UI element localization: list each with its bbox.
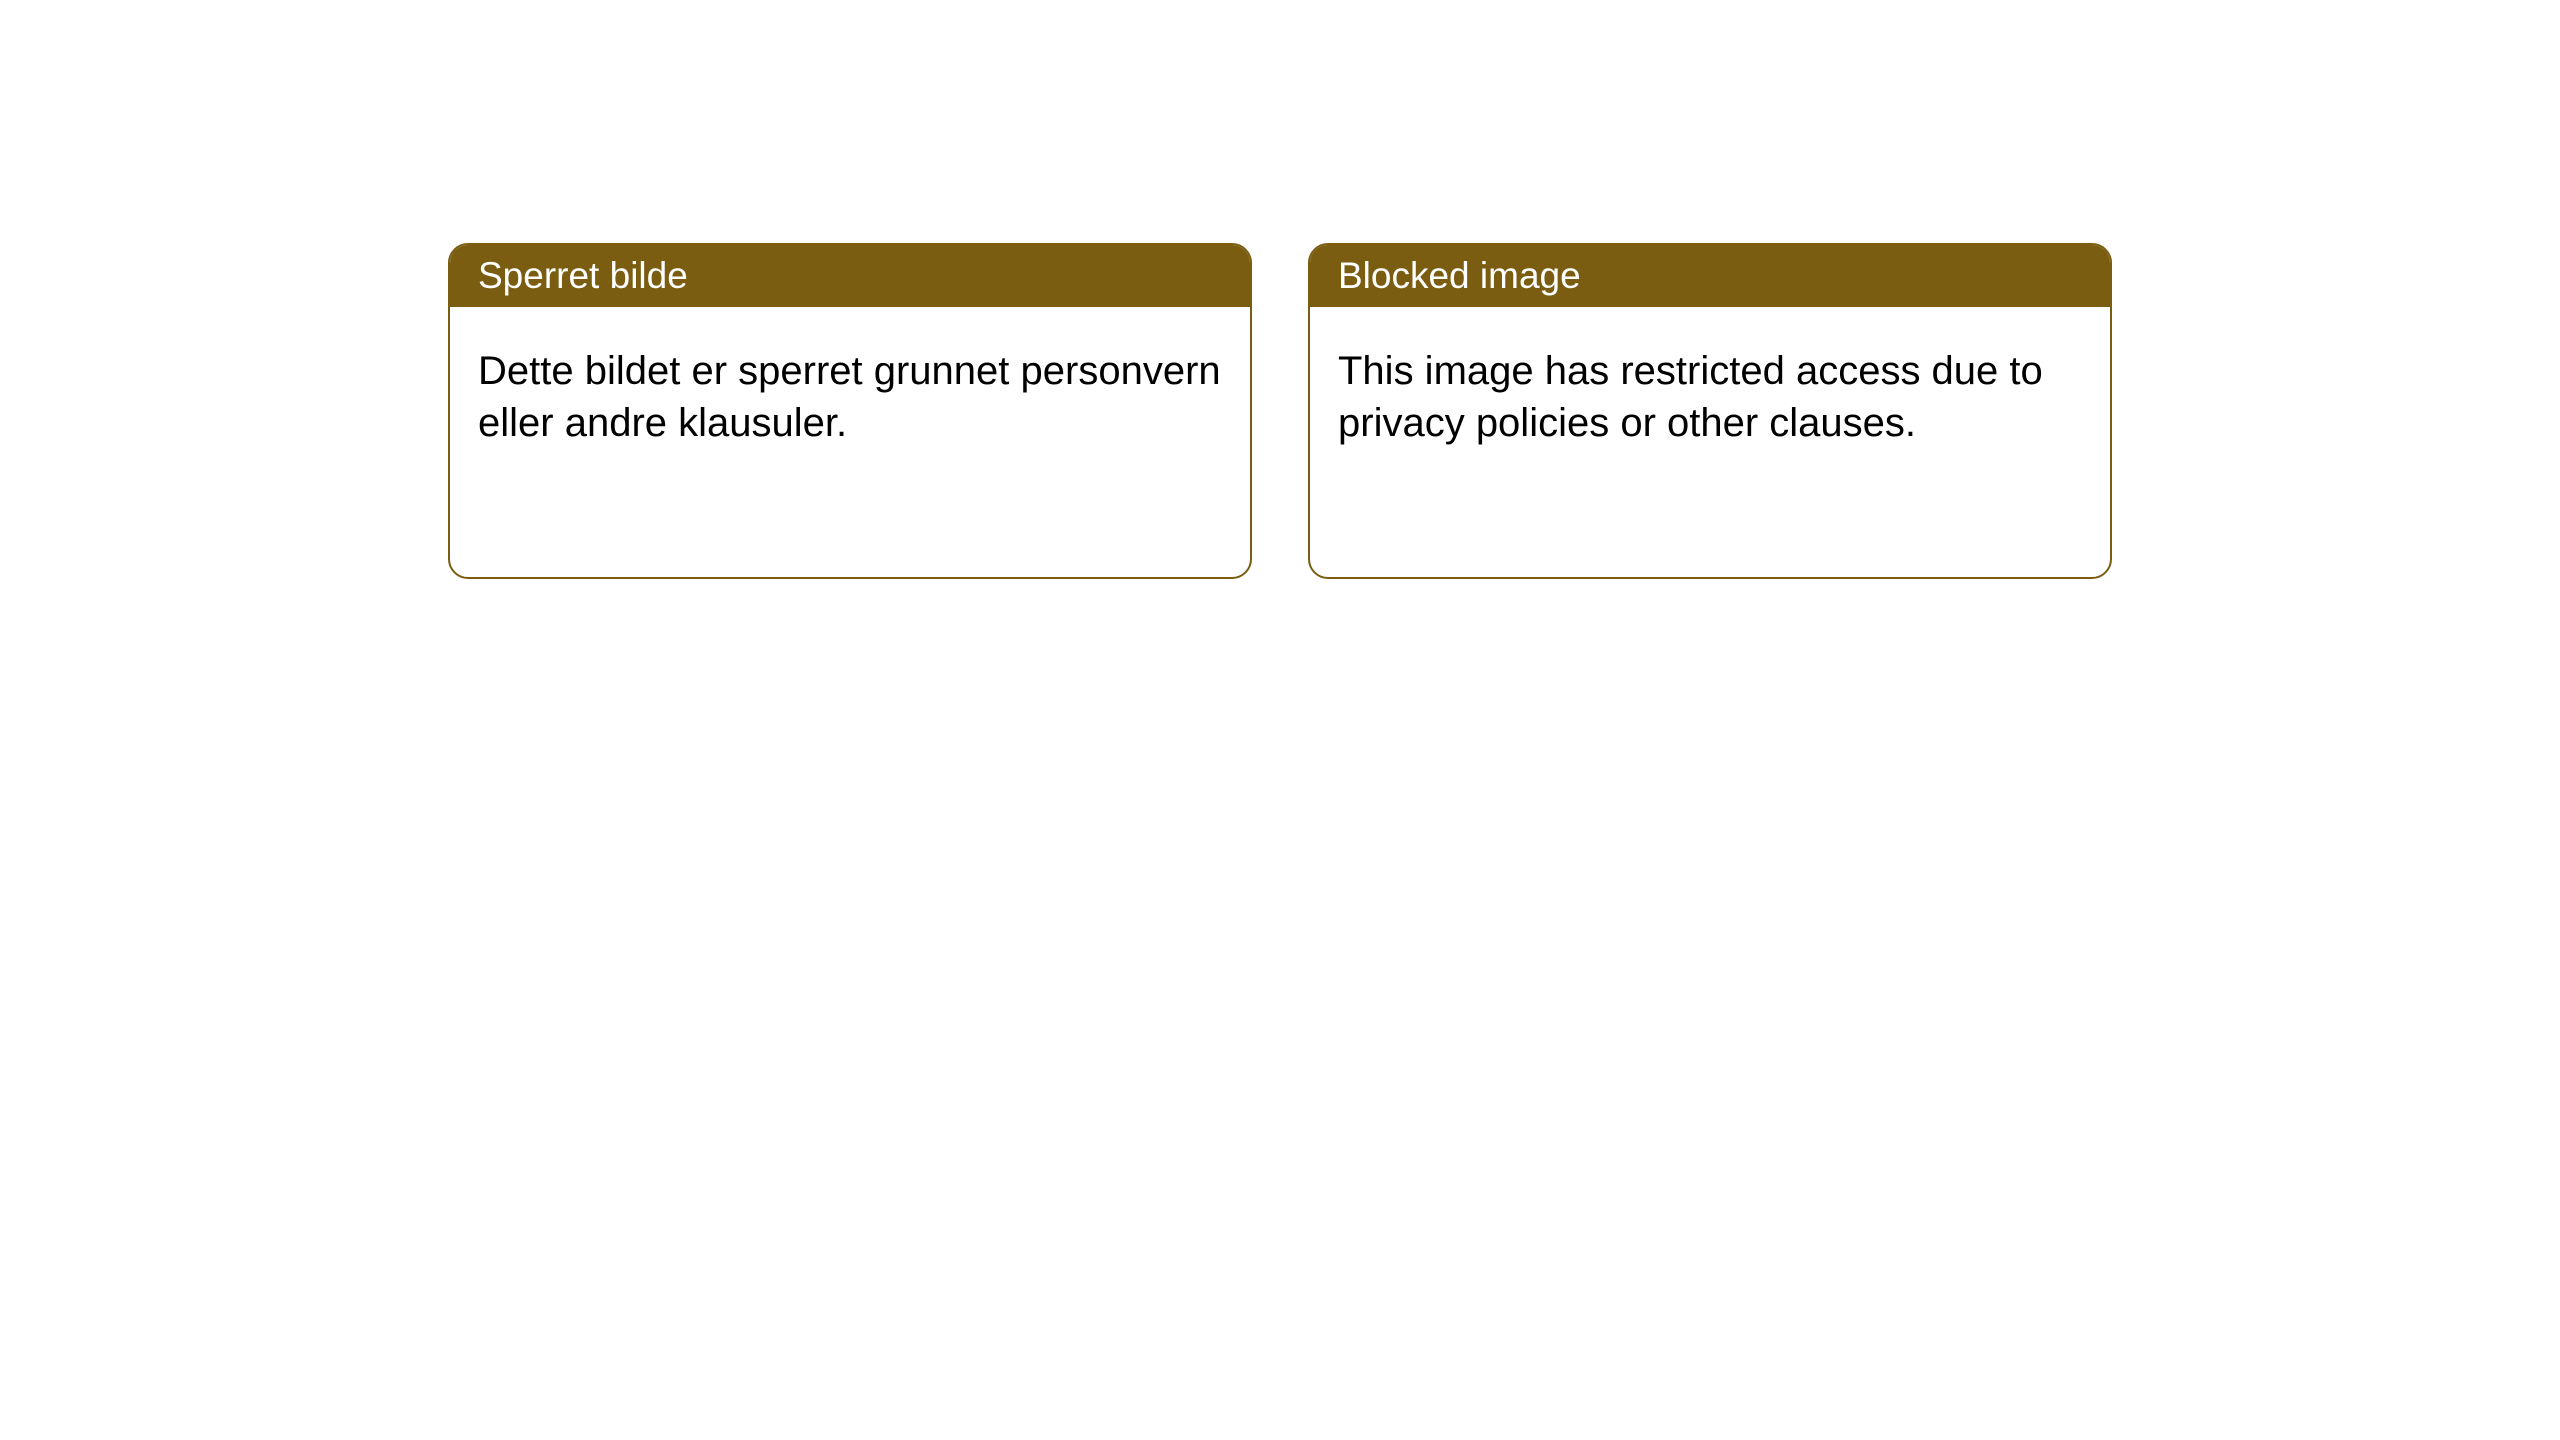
notice-title: Blocked image	[1310, 245, 2110, 307]
notice-title: Sperret bilde	[450, 245, 1250, 307]
notice-container: Sperret bilde Dette bildet er sperret gr…	[0, 0, 2560, 579]
notice-body: This image has restricted access due to …	[1310, 307, 2110, 487]
notice-body: Dette bildet er sperret grunnet personve…	[450, 307, 1250, 487]
notice-card-english: Blocked image This image has restricted …	[1308, 243, 2112, 579]
notice-card-norwegian: Sperret bilde Dette bildet er sperret gr…	[448, 243, 1252, 579]
